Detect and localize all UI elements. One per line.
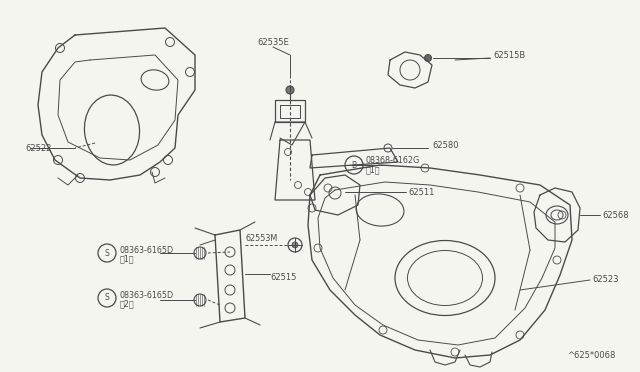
Circle shape: [286, 86, 294, 94]
Text: B: B: [351, 160, 356, 170]
Text: （2）: （2）: [120, 299, 134, 308]
Text: 08368-6162G: 08368-6162G: [366, 155, 420, 164]
Text: ^625*0068: ^625*0068: [566, 350, 615, 359]
Text: 08363-6165D: 08363-6165D: [120, 246, 174, 254]
Text: 62568: 62568: [602, 211, 628, 219]
Text: 62522: 62522: [25, 144, 51, 153]
Text: 62511: 62511: [408, 187, 435, 196]
Text: 62535E: 62535E: [257, 38, 289, 46]
Text: 62553M: 62553M: [245, 234, 277, 243]
Text: 62515: 62515: [270, 273, 296, 282]
Text: 62580: 62580: [432, 141, 458, 150]
Text: S: S: [104, 294, 109, 302]
Text: 08363-6165D: 08363-6165D: [120, 291, 174, 299]
Text: （1）: （1）: [120, 254, 134, 263]
Text: （1）: （1）: [366, 166, 381, 174]
Circle shape: [292, 242, 298, 248]
Text: S: S: [104, 248, 109, 257]
Text: 62515B: 62515B: [493, 51, 525, 60]
Circle shape: [424, 55, 431, 61]
Text: 62523: 62523: [592, 276, 618, 285]
